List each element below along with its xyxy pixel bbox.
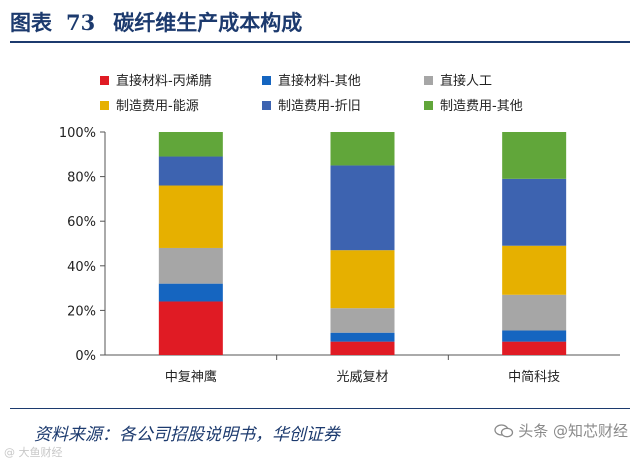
source-note: 资料来源：各公司招股说明书，华创证券 [34,425,340,445]
y-tick-label-3: 60% [67,215,96,230]
y-tick-label-4: 80% [67,171,96,186]
wechat-icon [494,423,514,437]
legend-label-1: 直接材料-丙烯腈 [116,73,212,89]
legend-label-4: 制造费用-能源 [116,99,199,114]
bar-segment-1-6 [158,132,223,157]
bar-segment-3-6 [502,132,567,179]
bar-segment-3-4 [502,245,567,295]
watermark-right-text: 头条 @知芯财经 [518,422,628,440]
y-tick-label-1: 20% [67,304,96,319]
y-tick-label-0: 0% [75,349,96,364]
source-divider [10,408,630,409]
legend-label-6: 制造费用-其他 [440,99,523,114]
bar-segment-3-2 [502,330,567,342]
x-tick-label-3: 中简科技 [508,369,560,385]
bar-segment-1-2 [158,283,223,302]
bar-segment-1-4 [158,185,223,248]
figure-label: 图表 [10,10,52,35]
bar-segment-1-1 [158,301,223,355]
title-divider [10,41,630,43]
bar-segment-2-5 [330,165,395,251]
bar-segment-2-2 [330,332,395,342]
figure-title: 图表 73 碳纤维生产成本构成 [10,8,302,38]
y-tick-label-2: 40% [67,260,96,275]
legend-swatch-4 [100,101,109,110]
legend-swatch-3 [424,76,433,85]
bar-segment-3-5 [502,178,567,246]
x-tick-label-2: 光威复材 [336,370,388,385]
legend-swatch-6 [424,101,433,110]
legend-label-2: 直接材料-其他 [278,73,361,89]
figure-number: 73 [66,10,96,35]
y-tick-label-5: 100% [59,126,96,141]
x-tick-label-1: 中复神鹰 [165,369,217,385]
bar-segment-2-3 [330,308,395,333]
watermark-left: @ 大鱼财经 [4,446,63,459]
legend-swatch-2 [262,76,271,85]
bar-segment-2-4 [330,250,395,309]
legend-swatch-5 [262,101,271,110]
chart-title: 碳纤维生产成本构成 [113,10,303,35]
bar-segment-2-1 [330,341,395,355]
legend-swatch-1 [100,76,109,85]
bar-segment-1-3 [158,247,223,284]
watermark-right: 头条 @知芯财经 [494,420,628,441]
bar-segment-2-6 [330,132,395,166]
legend-label-5: 制造费用-折旧 [278,99,361,114]
bar-segment-3-3 [502,294,567,331]
bar-segment-3-1 [502,341,567,355]
legend-label-3: 直接人工 [440,73,492,89]
bar-segment-1-5 [158,156,223,186]
